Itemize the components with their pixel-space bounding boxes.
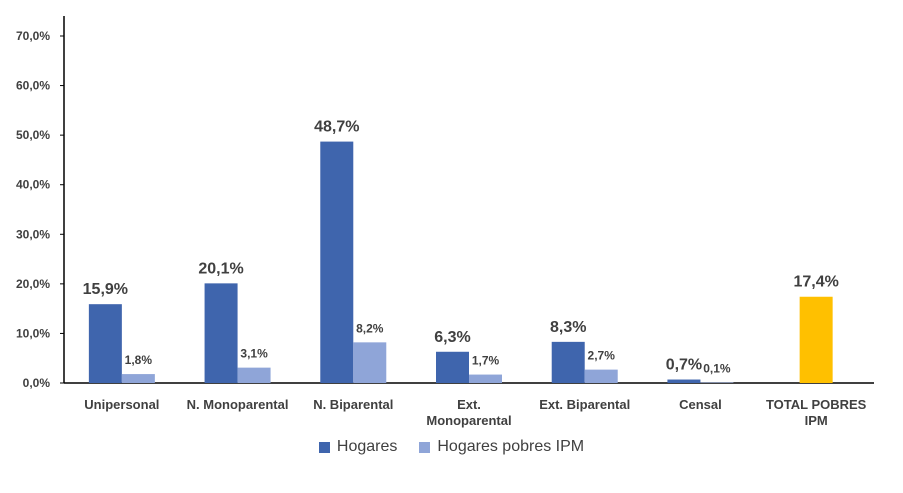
x-axis-labels: Unipersonal N. Monoparental N. Biparental E… xyxy=(84,397,866,428)
legend-swatch-hogares xyxy=(318,441,330,453)
y-tick-label: 0,0% xyxy=(23,376,51,390)
bar-hogares xyxy=(320,141,354,383)
y-tick-label: 10,0% xyxy=(16,326,50,340)
bars xyxy=(88,141,833,383)
data-label-hogares-pobres-ipm: 0,1% xyxy=(703,362,731,376)
x-category-label: Censal xyxy=(679,397,722,412)
data-label-hogares: 8,3% xyxy=(550,319,586,336)
data-label-hogares-pobres-ipm: 2,7% xyxy=(588,349,616,363)
data-label-hogares-pobres-ipm: 1,8% xyxy=(125,353,153,367)
y-tick-label: 50,0% xyxy=(16,128,50,142)
bar-hogares-pobres-ipm xyxy=(121,374,155,383)
x-category-label: Ext. Monoparental xyxy=(426,397,511,428)
bar-hogares xyxy=(551,341,585,383)
bar-hogares-pobres-ipm xyxy=(584,369,618,383)
x-category-label: TOTAL POBRES IPM xyxy=(766,397,867,428)
bar-total-pobres-ipm xyxy=(799,296,833,383)
legend: Hogares Hogares pobres IPM xyxy=(0,438,903,456)
y-axis: 0,0% 10,0% 20,0% 30,0% 40,0% 50,0% 60,0% 70,0% xyxy=(16,16,874,390)
data-label-hogares: 48,7% xyxy=(314,119,359,136)
bar-hogares-pobres-ipm xyxy=(469,374,502,383)
data-label-hogares: 20,1% xyxy=(198,260,243,277)
bar-hogares xyxy=(436,351,469,383)
y-tick-label: 60,0% xyxy=(16,79,50,93)
legend-label-hogares-pobres-ipm: Hogares pobres IPM xyxy=(437,438,585,455)
data-label-hogares-pobres-ipm: 1,7% xyxy=(472,354,500,368)
bar-hogares-pobres-ipm xyxy=(237,367,271,383)
value-labels: 15,9% 1,8% 20,1% 3,1% 48,7% 8,2% 6,3%1,7% 8,3%2… xyxy=(83,119,839,376)
x-category-label: Ext. Biparental xyxy=(539,397,630,412)
data-label-hogares: 15,9% xyxy=(83,281,128,298)
bar-hogares-pobres-ipm xyxy=(353,342,387,383)
legend-label-hogares: Hogares xyxy=(336,438,398,455)
legend-swatch-hogares-pobres-ipm xyxy=(419,441,431,453)
x-category-label: N. Monoparental xyxy=(187,397,289,412)
x-category-label: Unipersonal xyxy=(84,397,159,412)
legend-item-hogares-pobres-ipm: Hogares pobres IPM xyxy=(419,438,584,456)
data-label-hogares: 6,3% xyxy=(434,329,470,346)
data-label-total: 17,4% xyxy=(793,274,838,291)
bar-hogares xyxy=(88,304,122,383)
legend-item-hogares: Hogares xyxy=(318,438,398,456)
data-label-hogares: 0,7% xyxy=(666,357,702,374)
y-tick-label: 20,0% xyxy=(16,277,50,291)
bar-hogares xyxy=(204,283,238,383)
y-tick-label: 70,0% xyxy=(16,29,50,43)
data-label-hogares-pobres-ipm: 3,1% xyxy=(240,347,268,361)
y-tick-label: 30,0% xyxy=(16,227,50,241)
data-label-hogares-pobres-ipm: 8,2% xyxy=(356,321,384,335)
y-tick-label: 40,0% xyxy=(16,178,50,192)
x-category-label: N. Biparental xyxy=(313,397,393,412)
bar-hogares xyxy=(667,379,701,383)
